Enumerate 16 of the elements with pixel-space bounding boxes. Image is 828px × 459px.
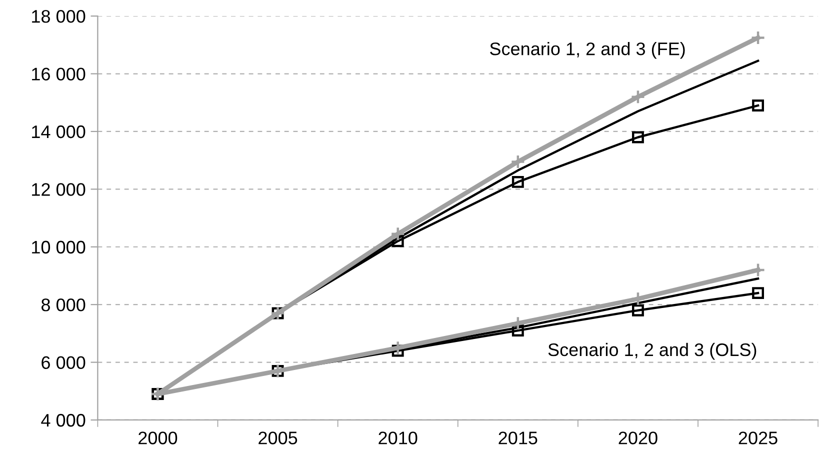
x-tick-label: 2005 [258,432,298,444]
y-tick-label: 14 000 [32,125,86,138]
x-tick-label: 2025 [738,432,778,444]
y-tick-label: 10 000 [32,240,86,254]
y-tick-label: 12 000 [32,183,86,196]
annotation: Scenario 1, 2 and 3 (FE) [490,42,685,59]
x-tick-label: 2015 [498,432,538,444]
y-tick-label: 18 000 [32,10,86,23]
y-tick-label: 4 000 [41,414,86,427]
y-tick-label: 6 000 [42,356,86,369]
y-tick-label: 8 000 [42,298,86,312]
y-tick-label: 16 000 [32,68,86,80]
x-tick-label: 2010 [378,432,418,444]
x-tick-label: 2000 [138,432,178,444]
x-tick-label: 2020 [618,432,658,444]
annotation: Scenario 1, 2 and 3 (OLS) [548,342,756,360]
